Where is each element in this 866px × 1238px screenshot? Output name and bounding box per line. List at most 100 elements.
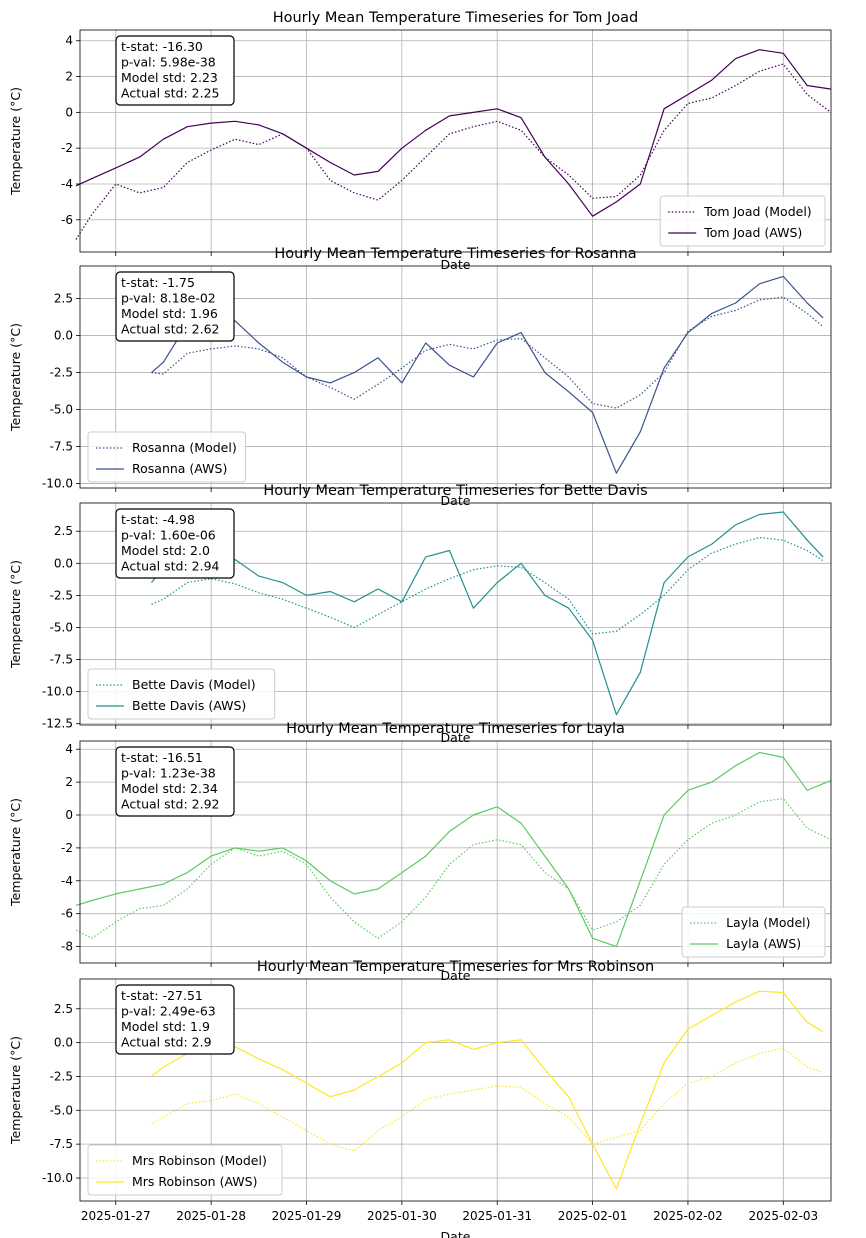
legend-frame xyxy=(87,1144,283,1196)
y-tick-label: 2 xyxy=(65,70,73,84)
y-tick-label: -7.5 xyxy=(50,653,73,667)
y-tick-label: -2 xyxy=(61,141,73,155)
y-tick-label: -8 xyxy=(61,940,73,954)
stats-line: Actual std: 2.94 xyxy=(121,559,220,574)
y-tick-label: -7.5 xyxy=(50,1137,73,1151)
stats-line: t-stat: -1.75 xyxy=(121,275,195,290)
y-tick-label: -10.0 xyxy=(42,685,73,699)
y-tick-label: -12.5 xyxy=(42,717,73,731)
stats-line: p-val: 2.49e-63 xyxy=(121,1004,216,1019)
y-tick-label: 2 xyxy=(65,775,73,789)
x-axis-label: Date xyxy=(441,257,471,272)
x-axis-label: Date xyxy=(441,1229,471,1238)
y-tick-label: -10.0 xyxy=(42,1171,73,1185)
x-tick-label: 2025-01-31 xyxy=(462,1209,532,1223)
stats-line: Model std: 1.96 xyxy=(121,306,218,321)
legend-label: Bette Davis (Model) xyxy=(132,677,256,692)
y-tick-label: -5.0 xyxy=(50,403,73,417)
legend-frame xyxy=(87,668,276,720)
rosanna-aws-line xyxy=(151,275,824,474)
chart-title: Hourly Mean Temperature Timeseries for B… xyxy=(263,483,647,499)
y-axis-label: Temperature (°C) xyxy=(8,323,23,432)
subplot-4: -8 -6 -4 -2 0 2 4 Hourly Mean Temperature Times… xyxy=(8,721,832,983)
stats-line: Actual std: 2.92 xyxy=(121,797,220,812)
y-tick-label: 2.5 xyxy=(54,524,73,538)
y-tick-label: 4 xyxy=(65,34,73,48)
legend-label: Mrs Robinson (AWS) xyxy=(132,1174,257,1189)
stats-line: t-stat: -4.98 xyxy=(121,512,195,527)
y-tick-label: -5.0 xyxy=(50,620,73,634)
y-tick-label: 0.0 xyxy=(54,1036,73,1050)
stats-line: p-val: 1.60e-06 xyxy=(121,528,216,543)
legend-label: Rosanna (AWS) xyxy=(132,461,227,476)
x-tick-label: 2025-02-02 xyxy=(653,1209,723,1223)
bette-davis-aws-line xyxy=(151,511,824,716)
tom-joad-aws-line xyxy=(75,49,832,217)
stats-line: Model std: 2.23 xyxy=(121,70,218,85)
legend-label: Rosanna (Model) xyxy=(132,440,237,455)
stats-line: p-val: 1.23e-38 xyxy=(121,766,216,781)
rosanna-model-line xyxy=(151,296,824,409)
legend-label: Layla (AWS) xyxy=(726,936,801,951)
y-tick-label: -4 xyxy=(61,177,73,191)
stats-box-frame xyxy=(115,746,235,817)
stats-line: p-val: 5.98e-38 xyxy=(121,55,216,70)
legend-label: Tom Joad (AWS) xyxy=(703,225,802,240)
legend: Bette Davis (Model) Bette Davis (AWS) xyxy=(87,668,276,720)
stats-line: p-val: 8.18e-02 xyxy=(121,291,216,306)
legend: Rosanna (Model) Rosanna (AWS) xyxy=(87,431,246,483)
legend-label: Layla (Model) xyxy=(726,915,810,930)
y-tick-label: 0 xyxy=(65,105,73,119)
subplot-5: -10.0 -7.5 -5.0 -2.5 0.0 2.5 2025-01-27 2025-01… xyxy=(8,959,832,1238)
y-axis-label: Temperature (°C) xyxy=(8,1036,23,1145)
stats-box-frame xyxy=(115,508,235,579)
stats-line: Actual std: 2.9 xyxy=(121,1035,212,1050)
x-tick-label: 2025-02-03 xyxy=(748,1209,818,1223)
y-tick-label: -6 xyxy=(61,907,73,921)
legend: Layla (Model) Layla (AWS) xyxy=(681,906,826,958)
y-tick-label: -6 xyxy=(61,213,73,227)
y-tick-label: 2.5 xyxy=(54,1002,73,1016)
subplot-2: -10.0 -7.5 -5.0 -2.5 0.0 2.5 Hourly Mean Tempe… xyxy=(8,246,832,508)
chart-title: Hourly Mean Temperature Timeseries for T… xyxy=(273,10,639,26)
x-tick-label: 2025-01-28 xyxy=(176,1209,246,1223)
y-tick-label: -7.5 xyxy=(50,440,73,454)
chart-title: Hourly Mean Temperature Timeseries for L… xyxy=(286,721,625,737)
y-axis-label: Temperature (°C) xyxy=(8,87,23,196)
stats-line: Model std: 1.9 xyxy=(121,1019,210,1034)
stats-line: Model std: 2.0 xyxy=(121,543,210,558)
legend-label: Bette Davis (AWS) xyxy=(132,698,246,713)
stats-box-frame xyxy=(115,35,235,106)
x-tick-label: 2025-01-27 xyxy=(81,1209,151,1223)
axes-frame xyxy=(79,740,832,964)
chart-title: Hourly Mean Temperature Timeseries for M… xyxy=(257,959,654,975)
legend-label: Mrs Robinson (Model) xyxy=(132,1153,267,1168)
tom-joad-model-line xyxy=(75,63,832,240)
legend: Tom Joad (Model) Tom Joad (AWS) xyxy=(659,195,826,247)
y-tick-label: -4 xyxy=(61,874,73,888)
y-axis-label: Temperature (°C) xyxy=(8,798,23,907)
stats-line: Actual std: 2.25 xyxy=(121,86,220,101)
mrs-robinson-model-line xyxy=(151,1047,824,1152)
legend-frame xyxy=(659,195,826,247)
axes-frame xyxy=(79,265,832,489)
x-tick-label: 2025-01-29 xyxy=(272,1209,342,1223)
y-tick-label: -10.0 xyxy=(42,477,73,491)
axes-frame xyxy=(79,29,832,253)
y-tick-label: -2.5 xyxy=(50,1069,73,1083)
subplots: -6 -4 -2 0 2 4 Hourly Mean Temperature Timeser… xyxy=(8,10,832,1238)
bette-davis-model-line xyxy=(151,536,824,635)
y-tick-label: 2.5 xyxy=(54,292,73,306)
x-tick-label: 2025-02-01 xyxy=(558,1209,628,1223)
legend-frame xyxy=(87,431,246,483)
x-axis-label: Date xyxy=(441,493,471,508)
y-tick-label: -5.0 xyxy=(50,1103,73,1117)
chart-title: Hourly Mean Temperature Timeseries for R… xyxy=(274,246,636,262)
y-tick-label: -2.5 xyxy=(50,366,73,380)
y-tick-label: 4 xyxy=(65,742,73,756)
layla-aws-line xyxy=(75,751,832,948)
legend-label: Tom Joad (Model) xyxy=(703,204,812,219)
